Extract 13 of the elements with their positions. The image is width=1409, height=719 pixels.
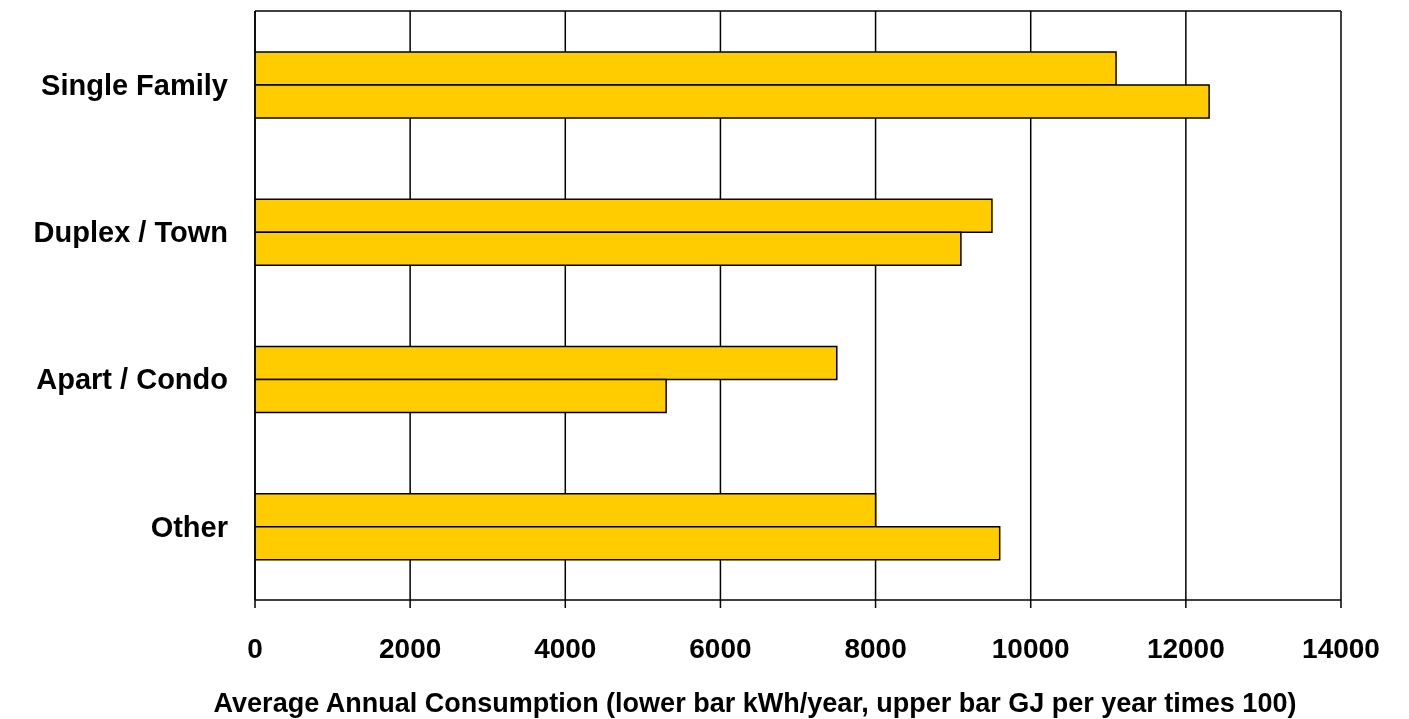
y-tick-label: Duplex / Town: [33, 216, 228, 249]
y-tick-label: Apart / Condo: [36, 363, 228, 396]
x-tick-label: 12000: [1146, 632, 1225, 664]
x-tick-label: 6000: [689, 632, 752, 664]
x-tick-label: 4000: [534, 632, 597, 664]
x-tick-label: 14000: [1302, 632, 1380, 664]
y-tick-label: Other: [150, 510, 228, 543]
x-tick-label: 2000: [378, 632, 442, 664]
x-axis-title: Average Annual Consumption (lower bar kWh/year, upper bar GJ per year times 100): [213, 688, 1297, 718]
y-tick-label: Single Family: [41, 68, 228, 101]
x-tick-label: 0: [247, 632, 263, 664]
x-tick-label: 10000: [991, 632, 1070, 664]
x-tick-label: 8000: [844, 632, 907, 664]
